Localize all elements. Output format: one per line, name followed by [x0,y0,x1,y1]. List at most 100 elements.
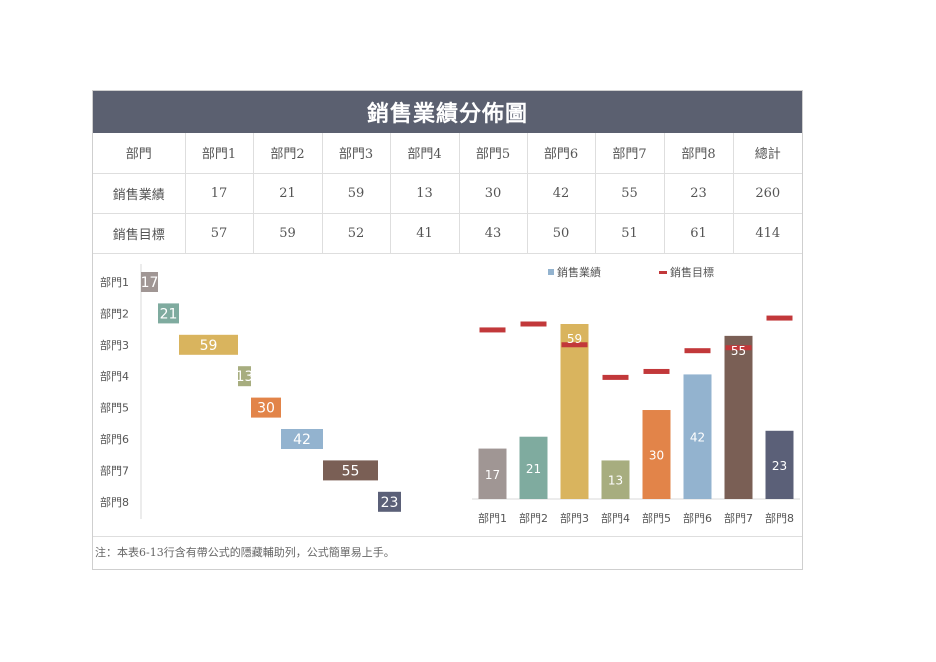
table-cell[interactable]: 部門5 [458,133,528,174]
waterfall-category-label: 部門4 [100,369,129,383]
table-header-row: 部門 部門1 部門2 部門3 部門4 部門5 部門6 部門7 部門8 總計 [93,133,802,174]
column-data-label: 13 [608,474,623,488]
column-data-label: 30 [649,449,664,463]
waterfall-bar [238,366,251,387]
target-marker [643,368,670,374]
column-data-label: 59 [567,332,582,346]
table-cell[interactable]: 21 [252,172,323,214]
target-marker [766,315,793,321]
table-cell[interactable]: 部門2 [252,133,323,174]
table-cell[interactable]: 23 [663,172,734,214]
waterfall-bar [179,334,238,355]
table-cell[interactable]: 43 [458,212,528,254]
table-cell[interactable]: 部門1 [184,133,254,174]
waterfall-data-label: 30 [257,401,275,417]
column-bar [601,460,630,499]
table-cell[interactable]: 59 [252,212,323,254]
column-bar [560,324,589,499]
waterfall-data-label: 55 [342,463,360,479]
title-bar: 銷售業績分佈圖 [93,91,802,133]
column-bar [765,430,794,499]
waterfall-category-label: 部門3 [100,338,129,352]
waterfall-category-label: 部門8 [100,495,129,509]
table-cell[interactable]: 52 [321,212,391,254]
table-cell[interactable]: 59 [321,172,391,214]
legend-swatch-actual [548,269,554,275]
table-row: 銷售業績 17 21 59 13 30 42 55 23 260 [93,172,802,214]
target-marker [684,348,711,354]
column-category-label: 部門3 [560,511,589,525]
waterfall-data-label: 23 [381,495,399,511]
table-cell[interactable]: 260 [732,172,802,214]
column-category-label: 部門6 [683,511,712,525]
table-cell[interactable]: 414 [732,212,802,254]
table-cell[interactable]: 部門8 [663,133,734,174]
waterfall-category-label: 部門7 [100,463,129,477]
data-table: 部門 部門1 部門2 部門3 部門4 部門5 部門6 部門7 部門8 總計 銷售… [93,133,802,254]
table-cell[interactable]: 部門4 [389,133,460,174]
table-cell[interactable]: 61 [663,212,734,254]
table-cell[interactable]: 部門7 [594,133,665,174]
waterfall-bar [251,397,281,418]
table-row: 銷售目標 57 59 52 41 43 50 51 61 414 [93,212,802,254]
column-bar [642,410,671,499]
table-cell[interactable]: 17 [184,172,254,214]
column-bar [683,374,712,499]
target-marker [602,374,629,380]
column-bar [724,335,753,499]
table-cell[interactable]: 41 [389,212,460,254]
waterfall-data-label: 59 [200,338,218,354]
column-bar [478,448,507,499]
column-data-label: 42 [690,431,705,445]
waterfall-bar [158,303,179,324]
legend-label-target: 銷售目標 [670,265,714,279]
target-marker [561,342,588,348]
legend-swatch-target [659,271,667,274]
column-category-label: 部門8 [765,511,794,525]
table-cell[interactable]: 51 [594,212,665,254]
column-data-label: 17 [485,468,500,482]
footnote: 注：本表6-13行含有帶公式的隱藏輔助列，公式簡單易上手。 [93,536,802,569]
column-data-label: 55 [731,344,746,358]
chart-area: 17 部門1 21 部門2 59 部門3 13 部門4 30 部門5 42 部門6 55 部門7 23 部門8… [93,254,802,536]
table-cell[interactable]: 部門3 [321,133,391,174]
waterfall-data-label: 42 [293,432,311,448]
waterfall-category-label: 部門1 [100,275,129,289]
column-category-label: 部門4 [601,511,630,525]
table-cell[interactable]: 13 [389,172,460,214]
waterfall-data-label: 17 [141,275,159,291]
table-cell[interactable]: 銷售業績 [93,172,186,214]
charts-svg: 17 部門1 21 部門2 59 部門3 13 部門4 30 部門5 42 部門6 55 部門7 23 部門8… [100,264,800,525]
waterfall-bar [323,460,378,481]
sales-sheet: 銷售業績分佈圖 部門 部門1 部門2 部門3 部門4 部門5 部門6 部門7 部… [92,90,803,570]
table-cell[interactable]: 部門6 [526,133,596,174]
table-cell[interactable]: 50 [526,212,596,254]
table-cell[interactable]: 55 [594,172,665,214]
target-marker [520,321,547,327]
column-category-label: 部門2 [519,511,548,525]
waterfall-category-label: 部門6 [100,432,129,446]
table-cell[interactable]: 30 [458,172,528,214]
column-data-label: 21 [526,462,541,476]
column-data-label: 23 [772,459,787,473]
target-marker [725,345,752,351]
table-cell[interactable]: 42 [526,172,596,214]
table-cell[interactable]: 57 [184,212,254,254]
table-cell[interactable]: 銷售目標 [93,212,186,254]
column-category-label: 部門1 [478,511,507,525]
waterfall-bar [141,272,158,292]
column-category-label: 部門5 [642,511,671,525]
waterfall-data-label: 13 [236,369,254,385]
target-marker [479,327,506,333]
page-title: 銷售業績分佈圖 [366,102,528,127]
column-category-label: 部門7 [724,511,753,525]
table-cell[interactable]: 部門 [93,133,186,174]
waterfall-bar [281,429,323,449]
waterfall-bar [378,491,401,512]
waterfall-category-label: 部門2 [100,306,129,320]
waterfall-data-label: 21 [160,306,178,322]
table-cell[interactable]: 總計 [732,133,802,174]
waterfall-category-label: 部門5 [100,401,129,415]
legend-label-actual: 銷售業績 [557,265,601,279]
column-bar [519,436,548,499]
